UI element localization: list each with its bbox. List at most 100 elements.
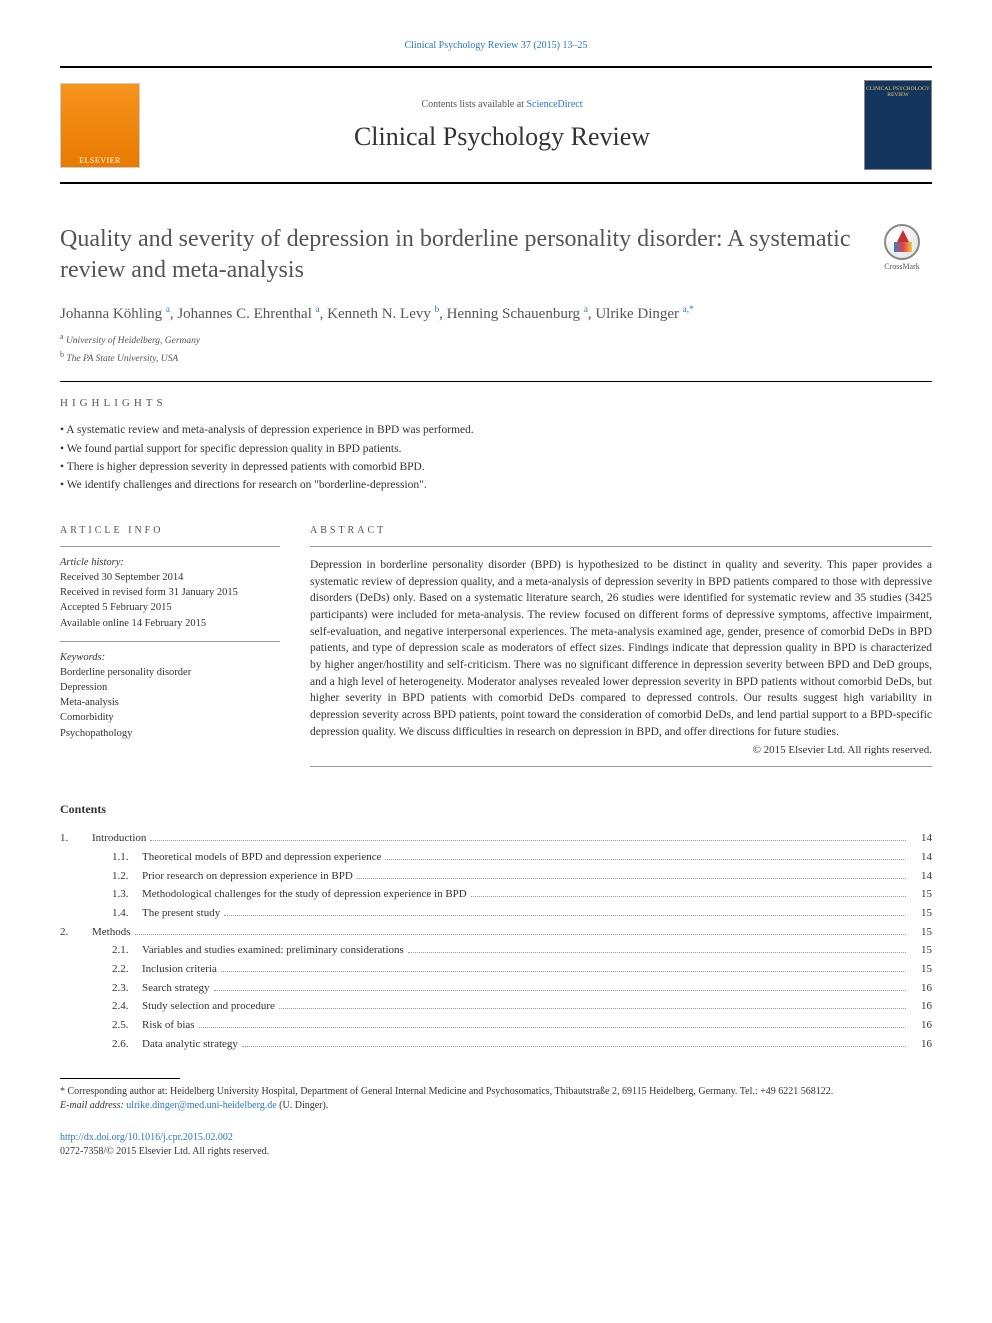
journal-name: Clinical Psychology Review xyxy=(140,122,864,152)
keyword-item: Depression xyxy=(60,680,280,695)
keyword-item: Borderline personality disorder xyxy=(60,665,280,680)
history-line: Available online 14 February 2015 xyxy=(60,616,280,631)
toc-row[interactable]: 2.4. Study selection and procedure 16 xyxy=(60,997,932,1016)
toc-row[interactable]: 1.3. Methodological challenges for the s… xyxy=(60,885,932,904)
journal-cover-thumbnail: CLINICAL PSYCHOLOGY REVIEW xyxy=(864,80,932,170)
toc-number: 2.2. xyxy=(102,960,142,979)
keyword-item: Comorbidity xyxy=(60,710,280,725)
toc-dots xyxy=(221,971,906,972)
history-line: Accepted 5 February 2015 xyxy=(60,600,280,615)
toc-page: 15 xyxy=(910,885,932,904)
toc-page: 16 xyxy=(910,1016,932,1035)
abstract-copyright: © 2015 Elsevier Ltd. All rights reserved… xyxy=(310,744,932,756)
corresponding-author-footnote: * Corresponding author at: Heidelberg Un… xyxy=(60,1085,932,1113)
crossmark-icon xyxy=(884,224,920,260)
article-history: Received 30 September 2014Received in re… xyxy=(60,570,280,631)
toc-title: Methods xyxy=(92,923,131,942)
toc-page: 15 xyxy=(910,941,932,960)
highlights-section: HIGHLIGHTS A systematic review and meta-… xyxy=(60,397,932,495)
crossmark-badge[interactable]: CrossMark xyxy=(872,224,932,271)
article-info-label: ARTICLE INFO xyxy=(60,525,280,536)
toc-dots xyxy=(385,859,906,860)
highlight-item: We identify challenges and directions fo… xyxy=(60,476,932,494)
toc-number: 1.2. xyxy=(102,867,142,886)
toc-dots xyxy=(224,915,906,916)
footer-links: http://dx.doi.org/10.1016/j.cpr.2015.02.… xyxy=(60,1131,932,1159)
toc-number: 2.4. xyxy=(102,997,142,1016)
toc-dots xyxy=(471,896,906,897)
toc-title: Risk of bias xyxy=(142,1016,195,1035)
article-history-label: Article history: xyxy=(60,557,280,568)
toc-dots xyxy=(357,878,906,879)
toc-row[interactable]: 1. Introduction 14 xyxy=(60,829,932,848)
crossmark-label: CrossMark xyxy=(872,262,932,271)
toc-title: Introduction xyxy=(92,829,146,848)
toc-number: 2.6. xyxy=(102,1035,142,1054)
toc-title: Inclusion criteria xyxy=(142,960,217,979)
contents-heading: Contents xyxy=(60,802,932,817)
corr-author-text: * Corresponding author at: Heidelberg Un… xyxy=(60,1085,932,1099)
toc-page: 14 xyxy=(910,848,932,867)
toc-title: Prior research on depression experience … xyxy=(142,867,353,886)
toc-number: 1. xyxy=(60,829,92,848)
toc-page: 16 xyxy=(910,979,932,998)
history-line: Received in revised form 31 January 2015 xyxy=(60,585,280,600)
doi-link[interactable]: http://dx.doi.org/10.1016/j.cpr.2015.02.… xyxy=(60,1132,233,1143)
toc-row[interactable]: 1.2. Prior research on depression experi… xyxy=(60,867,932,886)
toc-page: 16 xyxy=(910,1035,932,1054)
toc-number: 2. xyxy=(60,923,92,942)
highlight-item: There is higher depression severity in d… xyxy=(60,458,932,476)
toc-page: 14 xyxy=(910,867,932,886)
toc-dots xyxy=(150,840,906,841)
toc-page: 15 xyxy=(910,904,932,923)
toc-dots xyxy=(135,934,907,935)
highlight-item: A systematic review and meta-analysis of… xyxy=(60,421,932,439)
toc-title: Methodological challenges for the study … xyxy=(142,885,467,904)
masthead: ELSEVIER Contents lists available at Sci… xyxy=(60,66,932,184)
issn-copyright-line: 0272-7358/© 2015 Elsevier Ltd. All right… xyxy=(60,1146,269,1157)
email-label: E-mail address: xyxy=(60,1100,126,1111)
toc-title: Variables and studies examined: prelimin… xyxy=(142,941,404,960)
toc-number: 1.4. xyxy=(102,904,142,923)
cover-thumb-title: CLINICAL PSYCHOLOGY REVIEW xyxy=(865,86,931,98)
highlights-label: HIGHLIGHTS xyxy=(60,397,932,409)
toc-row[interactable]: 2. Methods 15 xyxy=(60,923,932,942)
footnote-rule xyxy=(60,1078,180,1079)
abstract-label: ABSTRACT xyxy=(310,525,932,536)
toc-row[interactable]: 1.1. Theoretical models of BPD and depre… xyxy=(60,848,932,867)
sciencedirect-link[interactable]: ScienceDirect xyxy=(526,99,582,110)
toc-page: 16 xyxy=(910,997,932,1016)
toc-dots xyxy=(199,1027,906,1028)
toc-page: 14 xyxy=(910,829,932,848)
highlight-item: We found partial support for specific de… xyxy=(60,440,932,458)
keywords-label: Keywords: xyxy=(60,652,280,663)
table-of-contents: 1. Introduction 14 1.1. Theoretical mode… xyxy=(60,829,932,1053)
toc-dots xyxy=(279,1008,906,1009)
toc-dots xyxy=(242,1046,906,1047)
keywords-list: Borderline personality disorderDepressio… xyxy=(60,665,280,741)
keyword-item: Psychopathology xyxy=(60,726,280,741)
toc-title: The present study xyxy=(142,904,220,923)
toc-number: 2.3. xyxy=(102,979,142,998)
highlights-list: A systematic review and meta-analysis of… xyxy=(60,421,932,495)
contents-prefix: Contents lists available at xyxy=(421,99,526,110)
toc-dots xyxy=(214,990,907,991)
toc-row[interactable]: 2.1. Variables and studies examined: pre… xyxy=(60,941,932,960)
toc-number: 2.5. xyxy=(102,1016,142,1035)
toc-page: 15 xyxy=(910,923,932,942)
toc-title: Study selection and procedure xyxy=(142,997,275,1016)
toc-row[interactable]: 2.2. Inclusion criteria 15 xyxy=(60,960,932,979)
toc-page: 15 xyxy=(910,960,932,979)
toc-row[interactable]: 1.4. The present study 15 xyxy=(60,904,932,923)
abstract-column: ABSTRACT Depression in borderline person… xyxy=(310,525,932,767)
toc-number: 1.3. xyxy=(102,885,142,904)
toc-row[interactable]: 2.5. Risk of bias 16 xyxy=(60,1016,932,1035)
article-title: Quality and severity of depression in bo… xyxy=(60,224,852,286)
history-line: Received 30 September 2014 xyxy=(60,570,280,585)
toc-title: Data analytic strategy xyxy=(142,1035,238,1054)
toc-number: 1.1. xyxy=(102,848,142,867)
toc-row[interactable]: 2.3. Search strategy 16 xyxy=(60,979,932,998)
header-citation[interactable]: Clinical Psychology Review 37 (2015) 13–… xyxy=(60,40,932,51)
toc-row[interactable]: 2.6. Data analytic strategy 16 xyxy=(60,1035,932,1054)
corr-email-link[interactable]: ulrike.dinger@med.uni-heidelberg.de xyxy=(126,1100,276,1111)
